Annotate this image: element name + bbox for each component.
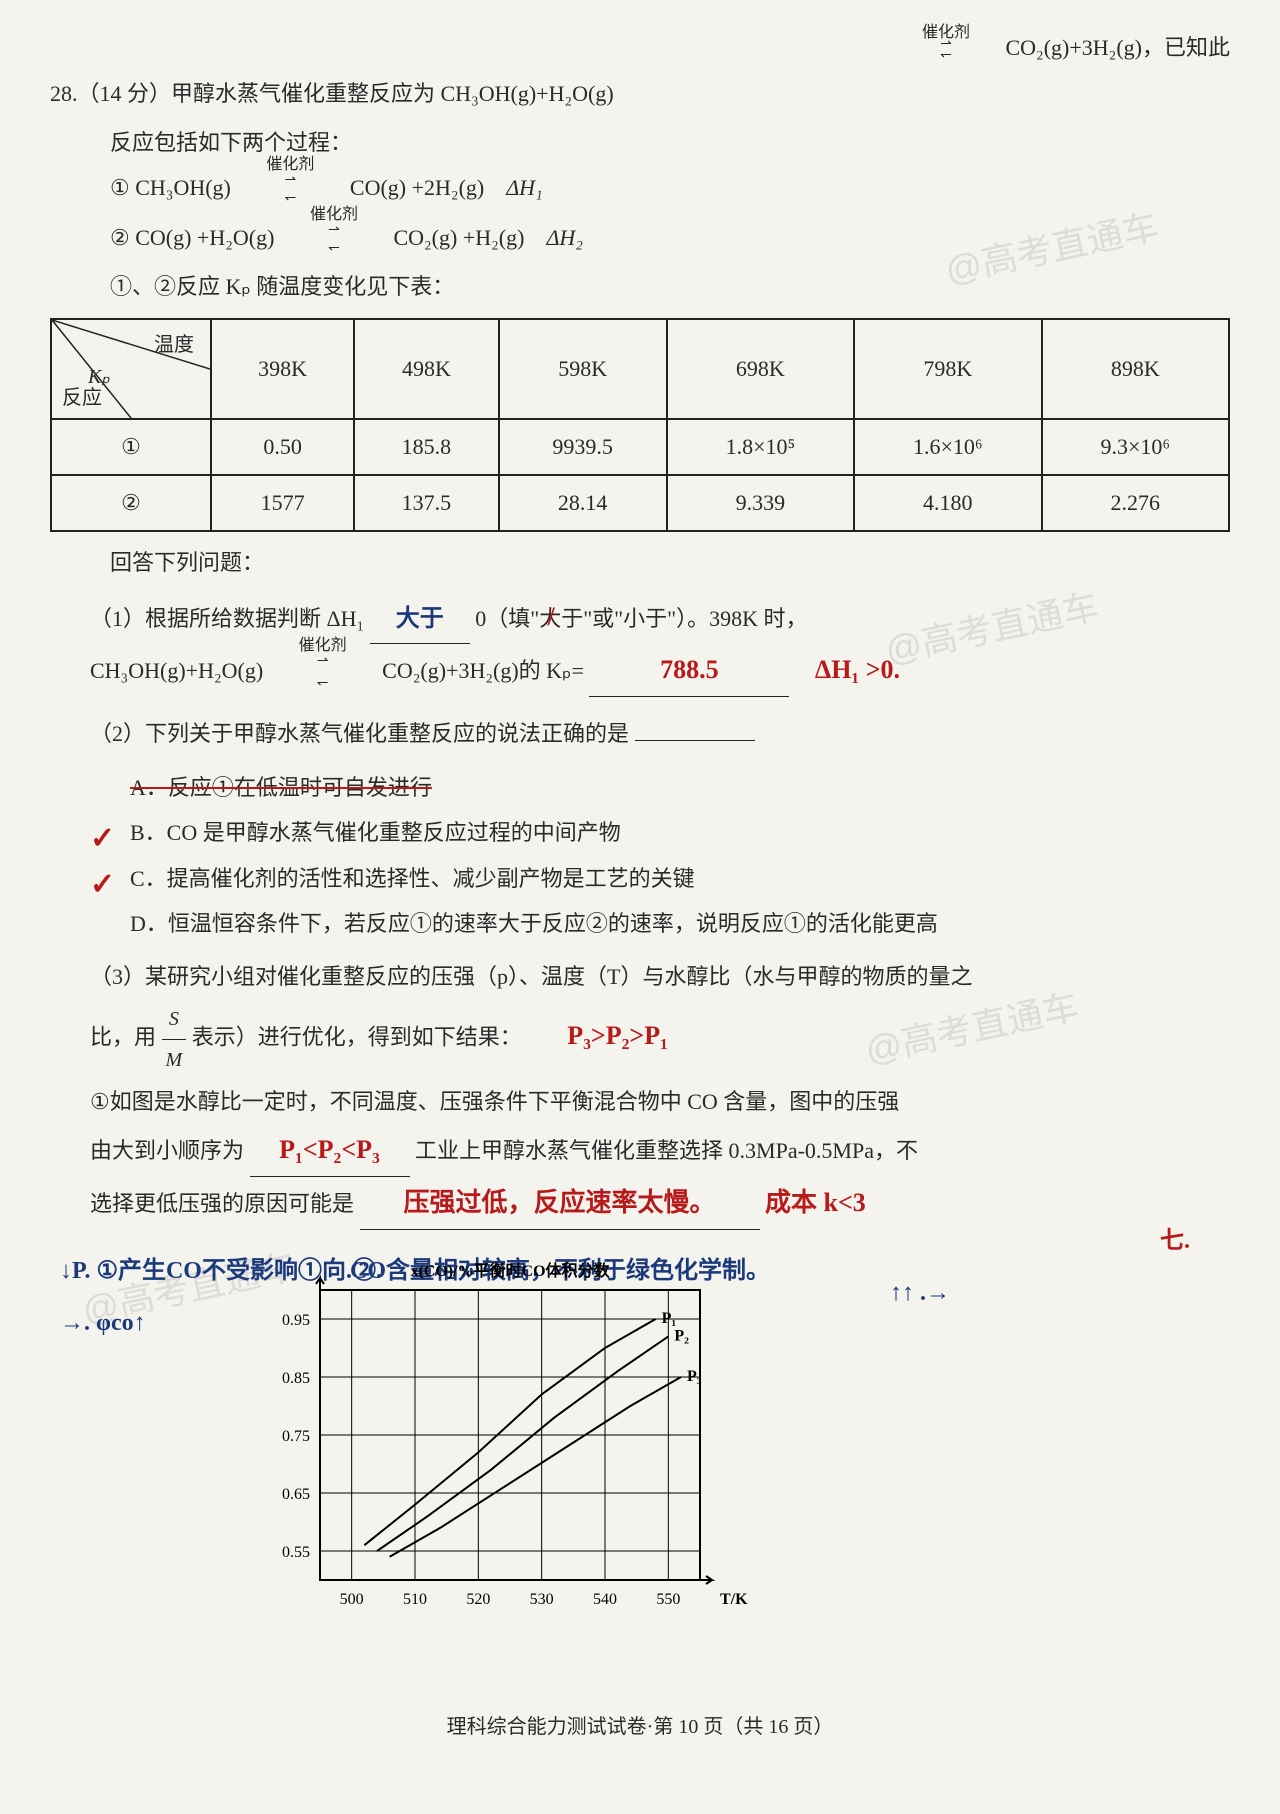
svg-text:540: 540 (593, 1591, 617, 1608)
svg-text:0.75: 0.75 (282, 1428, 310, 1445)
fraction: S M (162, 999, 187, 1080)
cell: 1577 (211, 475, 354, 531)
option-c: ✓ C．提高催化剂的活性和选择性、减少副产物是工艺的关键 (130, 861, 1230, 896)
question-2: （2）下列关于甲醇水蒸气催化重整反应的说法正确的是 (90, 712, 1230, 756)
svg-text:530: 530 (530, 1591, 554, 1608)
handwritten-answer: 压强过低，反应速率太慢。 (404, 1188, 716, 1217)
temp-col: 698K (667, 319, 854, 419)
cell: 28.14 (499, 475, 667, 531)
diagonal-header-cell: 温度 Kₚ 反应 (51, 319, 211, 419)
chart-svg: 0.55 0.65 0.75 0.85 0.95 500 510 520 530 540 550 x(… (250, 1250, 750, 1630)
temp-col: 498K (354, 319, 498, 419)
svg-text:P₁: P₁ (662, 1310, 677, 1327)
handwritten-note: ΔH₁ >0. (815, 655, 900, 684)
cell: 9.3×10⁶ (1042, 419, 1229, 475)
svg-text:510: 510 (403, 1591, 427, 1608)
cell: 9.339 (667, 475, 854, 531)
svg-text:520: 520 (466, 1591, 490, 1608)
check-icon: ✓ (90, 861, 115, 909)
red-strike-mark: / (548, 591, 555, 643)
equilibrium-arrow: 催化剂 ⇀↽ (284, 219, 384, 261)
cell: 4.180 (854, 475, 1041, 531)
top-eq-products: CO₂(g)+3H₂(g)，已知此 (1005, 35, 1230, 60)
answer-title: 回答下列问题： (110, 544, 1230, 581)
handwritten-answer: 大于 (396, 606, 444, 632)
question-3: （3）某研究小组对催化重整反应的压强（p）、温度（T）与水醇比（水与甲醇的物质的… (90, 955, 1230, 1230)
question-1: （1）根据所给数据判断 ΔH₁ 大于 0（填"大于"或"小于"）。398K 时，… (90, 595, 1230, 698)
row-label: ② (51, 475, 211, 531)
option-d: D．恒温恒容条件下，若反应①的速率大于反应②的速率，说明反应①的活化能更高 (130, 906, 1230, 941)
svg-text:0.95: 0.95 (282, 1312, 310, 1329)
reaction-2: ② CO(g) +H₂O(g) 催化剂 ⇀↽ CO₂(g) +H₂(g) ΔH₂ (110, 219, 1230, 261)
handwritten-answer: 788.5 (660, 655, 719, 684)
cell: 1.6×10⁶ (854, 419, 1041, 475)
cell: 137.5 (354, 475, 498, 531)
cell: 0.50 (211, 419, 354, 475)
cell: 1.8×10⁵ (667, 419, 854, 475)
header-temp: 温度 (154, 328, 194, 357)
temp-col: 398K (211, 319, 354, 419)
row-label: ① (51, 419, 211, 475)
top-equation-right: 催化剂 ⇀↽ CO₂(g)+3H₂(g)，已知此 (50, 30, 1230, 64)
svg-text:x(CO)/%平衡时CO体积分数: x(CO)/%平衡时CO体积分数 (410, 1261, 610, 1280)
equilibrium-arrow: 催化剂 ⇀↽ (273, 648, 373, 698)
svg-text:0.65: 0.65 (282, 1486, 310, 1503)
header-rxn: 反应 (62, 381, 102, 410)
cell: 9939.5 (499, 419, 667, 475)
option-b: ✓ B．CO 是甲醇水蒸气催化重整反应过程的中间产物 (130, 815, 1230, 850)
cell: 2.276 (1042, 475, 1229, 531)
table-caption: ①、②反应 Kₚ 随温度变化见下表： (110, 268, 1230, 305)
co-chart: 0.55 0.65 0.75 0.85 0.95 500 510 520 530 540 550 x(… (250, 1250, 750, 1635)
margin-note: 七. (1160, 1220, 1190, 1255)
svg-text:T/K: T/K (720, 1591, 748, 1608)
svg-text:500: 500 (340, 1591, 364, 1608)
svg-text:0.55: 0.55 (282, 1544, 310, 1561)
table-row: ① 0.50 185.8 9939.5 1.8×10⁵ 1.6×10⁶ 9.3×… (51, 419, 1229, 475)
question-28-head: 28.（14 分）甲醇水蒸气催化重整反应为 CH₃OH(g)+H₂O(g) (50, 74, 1230, 114)
option-a: A．反应①在低温时可自发进行 (130, 770, 1230, 805)
page-footer: 理科综合能力测试试卷·第 10 页（共 16 页） (50, 1710, 1230, 1739)
svg-text:0.85: 0.85 (282, 1370, 310, 1387)
handwritten-answer: P₃>P₂>P₁ (567, 1021, 668, 1050)
handwritten-note: 成本 k<3 (765, 1188, 866, 1217)
equilibrium-arrow: 催化剂 ⇀↽ (896, 36, 996, 64)
reaction-1: ① CH₃OH(g) 催化剂 ⇀↽ CO(g) +2H₂(g) ΔH₁ (110, 169, 1230, 211)
svg-text:P₃: P₃ (687, 1368, 702, 1385)
svg-text:P₂: P₂ (674, 1327, 689, 1344)
svg-text:550: 550 (656, 1591, 680, 1608)
table-row: ② 1577 137.5 28.14 9.339 4.180 2.276 (51, 475, 1229, 531)
temp-col: 898K (1042, 319, 1229, 419)
margin-note: →. φco↑ (60, 1310, 146, 1337)
temp-col: 598K (499, 319, 667, 419)
margin-note: ↑↑ .→ (890, 1280, 950, 1307)
temp-col: 798K (854, 319, 1041, 419)
handwritten-answer: P₁<P₂<P₃ (279, 1135, 380, 1164)
catalyst-label: 催化剂 (896, 18, 996, 42)
check-icon: ✓ (90, 815, 115, 863)
cell: 185.8 (354, 419, 498, 475)
kp-table: 温度 Kₚ 反应 398K 498K 598K 698K 798K 898K ①… (50, 318, 1230, 532)
